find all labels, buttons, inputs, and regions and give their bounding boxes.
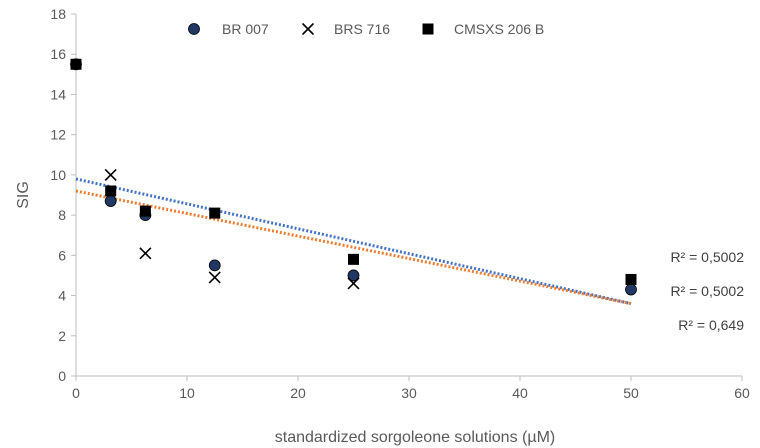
y-tick-label: 8 [58,207,66,223]
x-tick-label: 50 [623,385,639,401]
y-tick-label: 6 [58,247,66,263]
legend-marker-2 [301,22,315,36]
point-square-3 [139,205,151,217]
y-tick-label: 16 [50,46,66,62]
legend-label-3: CMSXS 206 B [454,21,544,37]
trendlines [75,177,632,306]
point-square-5 [348,253,359,265]
r-squared-label-1: R² = 0,5002 [670,249,744,265]
point-square-1 [70,58,82,70]
y-tick-label: 14 [50,86,66,102]
annotations: R² = 0,5002 R² = 0,5002 R² = 0,649 [670,249,744,333]
r-squared-label-3: R² = 0,649 [678,317,744,333]
x-stroke [104,168,117,181]
x-tick-label: 40 [512,385,528,401]
x-tick-label: 10 [179,385,195,401]
point-circle-2 [104,195,117,207]
y-tick-label: 2 [58,328,66,344]
point-x-1 [104,168,117,181]
y-tick-label: 4 [58,288,66,304]
y-tick-label: 12 [50,127,66,143]
trendline-1 [75,177,632,306]
x-stroke [301,22,315,36]
x-stroke [139,247,152,260]
r-squared-label-2: R² = 0,5002 [670,283,744,299]
legend: BR 007 BRS 716 CMSXS 206 B [188,21,544,37]
point-square-2 [105,185,117,197]
x-tick-label: 30 [401,385,417,401]
point-circle-6 [625,283,637,296]
x-stroke [208,271,221,284]
legend-label-1: BR 007 [222,21,269,37]
axes: 0 10 20 30 40 50 60 0 2 4 6 8 10 12 14 16 18 [50,6,750,401]
x-tick-label: 20 [290,385,306,401]
x-tick-label: 0 [72,385,80,401]
point-square-4 [209,207,221,219]
data-points [70,58,637,296]
point-circle-4 [208,259,221,272]
point-circle-5 [347,269,360,282]
x-stroke [347,277,360,290]
point-x-4 [347,277,360,290]
x-tick-label: 60 [734,385,750,401]
point-x-2 [139,247,152,260]
x-axis-title: standardized sorgoleone solutions (µM) [275,429,555,446]
legend-label-2: BRS 716 [334,21,390,37]
legend-marker-3 [422,23,434,35]
legend-marker-1 [188,23,200,35]
y-tick-label: 0 [58,368,66,384]
trendline-2 [75,189,632,306]
point-x-3 [208,271,221,284]
point-square-6 [625,273,637,285]
y-axis-title: SIG [15,181,32,209]
y-tick-label: 18 [50,6,66,22]
y-tick-label: 10 [50,167,66,183]
